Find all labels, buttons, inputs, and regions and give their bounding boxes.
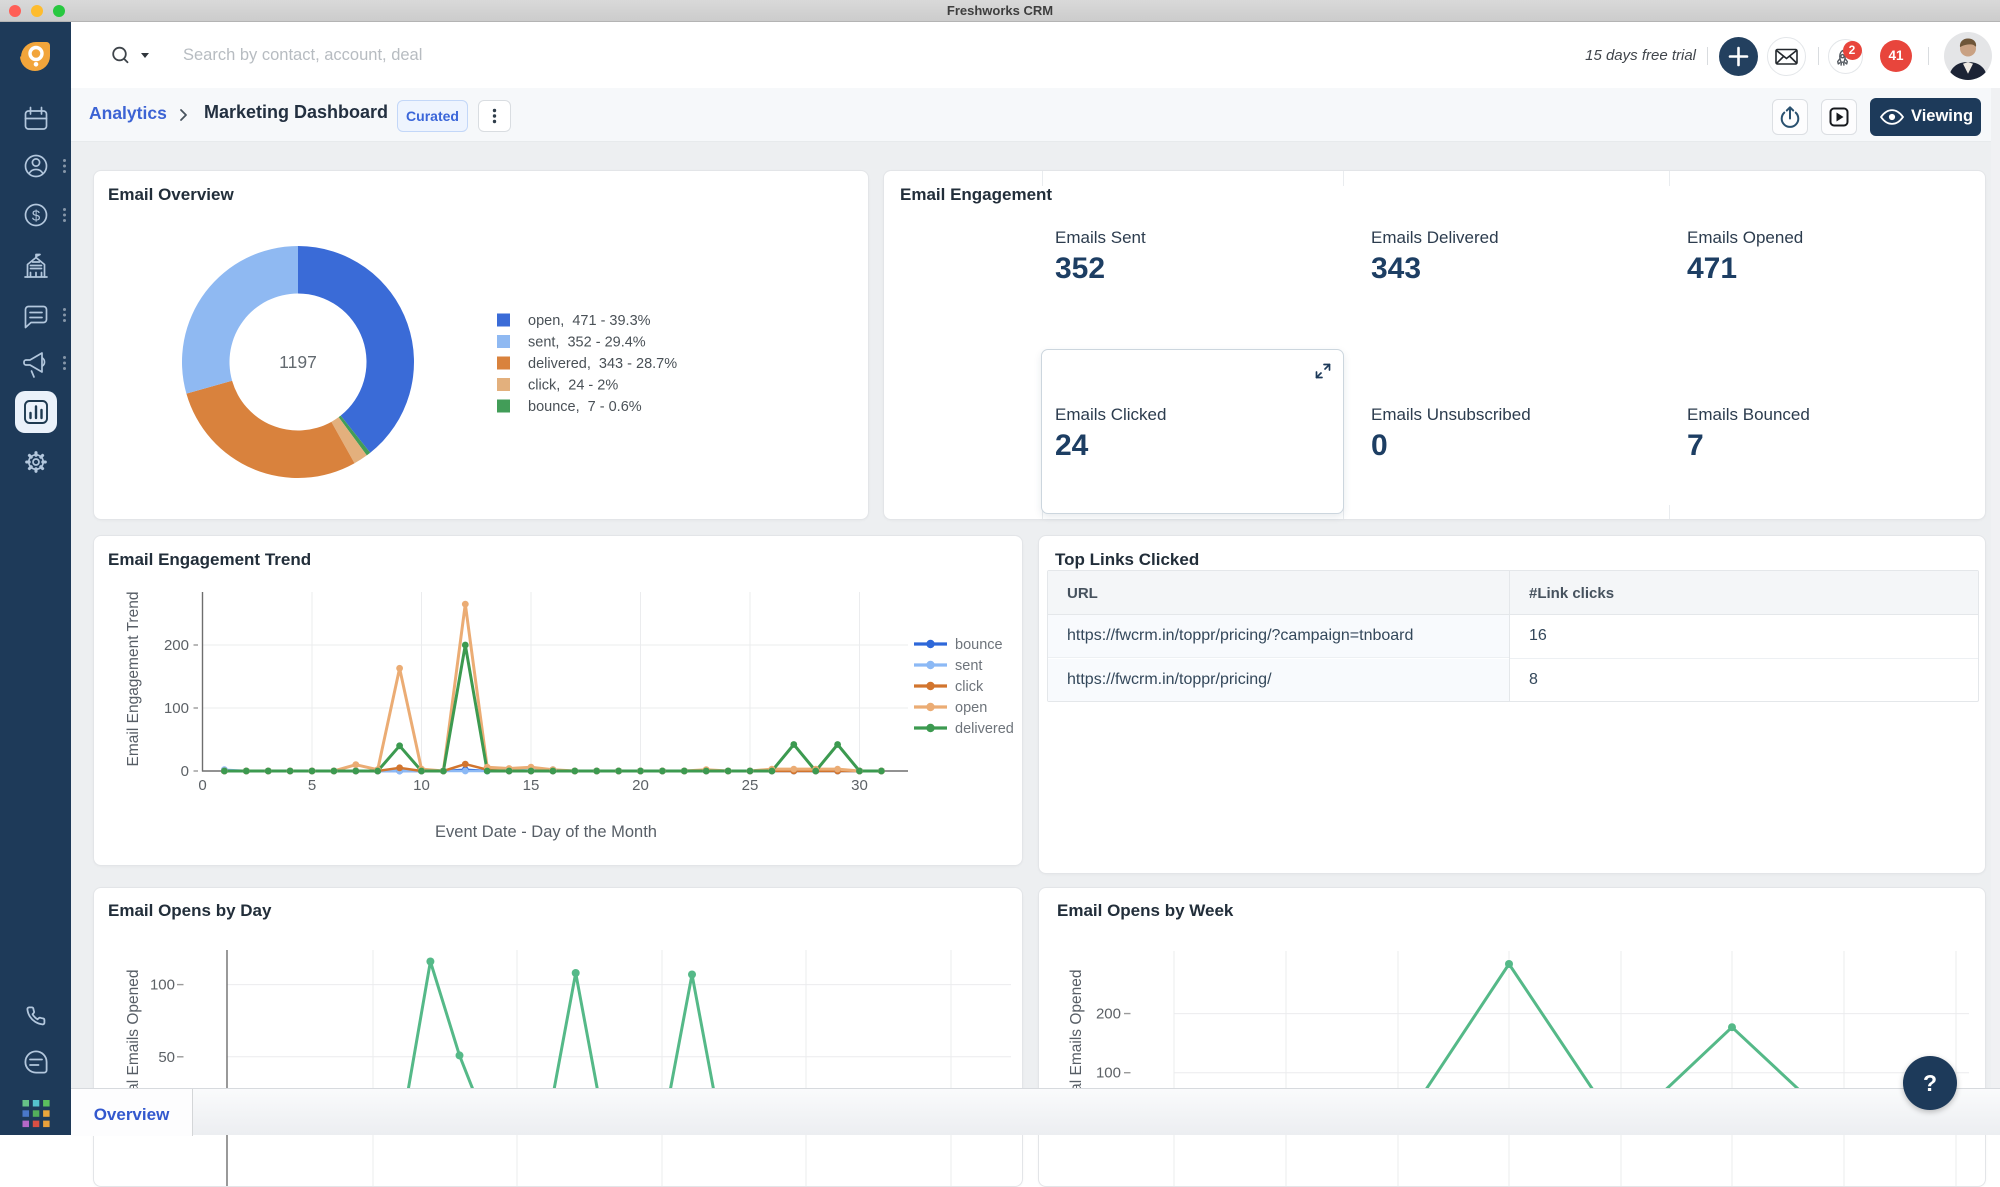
svg-text:bounce: bounce [955,637,1003,653]
svg-text:Total Emails Opened: Total Emails Opened [125,969,142,1112]
svg-text:100: 100 [1096,1065,1121,1082]
svg-text:100: 100 [150,977,175,994]
svg-text:click: click [955,679,984,695]
svg-text:1197: 1197 [279,352,317,372]
svg-text:$: $ [32,208,41,225]
svg-text:bounce, 7 - 0.6%: bounce, 7 - 0.6% [528,399,642,415]
svg-text:25: 25 [742,777,759,794]
svg-text:sent, 352 - 29.4%: sent, 352 - 29.4% [528,335,646,351]
svg-text:delivered, 343 - 28.7%: delivered, 343 - 28.7% [528,356,677,372]
svg-text:Email Engagement Trend: Email Engagement Trend [125,592,142,767]
svg-text:200: 200 [164,637,189,654]
svg-text:0: 0 [198,777,206,794]
svg-text:15: 15 [523,777,540,794]
svg-text:200: 200 [1096,1006,1121,1023]
svg-text:Event Date - Day of the Month: Event Date - Day of the Month [435,823,657,841]
svg-text:sent: sent [955,658,982,674]
svg-text:Total Emails Opened: Total Emails Opened [1068,969,1085,1112]
svg-text:100: 100 [164,700,189,717]
svg-text:30: 30 [851,777,868,794]
svg-text:open, 471 - 39.3%: open, 471 - 39.3% [528,313,651,329]
svg-text:0: 0 [181,763,189,780]
svg-text:click, 24 - 2%: click, 24 - 2% [528,378,618,394]
svg-text:50: 50 [158,1049,175,1066]
svg-text:5: 5 [308,777,316,794]
svg-text:delivered: delivered [955,721,1014,737]
svg-text:20: 20 [632,777,649,794]
svg-text:10: 10 [413,777,430,794]
svg-text:open: open [955,700,987,716]
